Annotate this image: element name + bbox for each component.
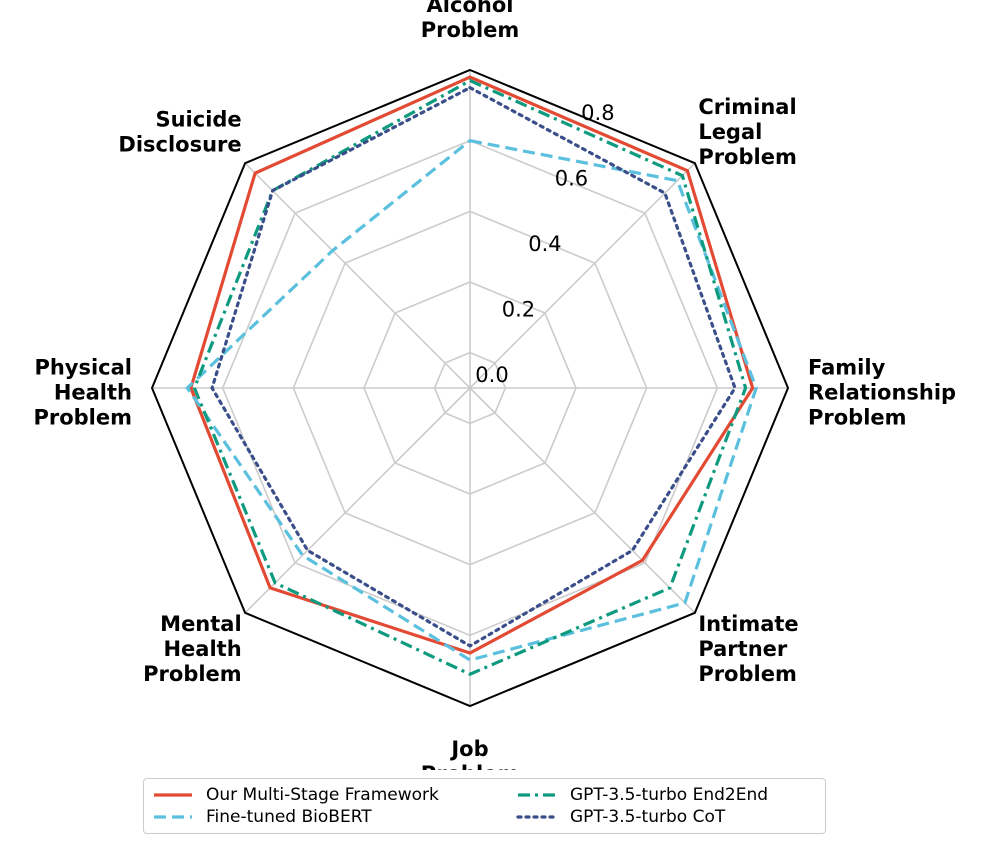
legend-swatch: [154, 815, 192, 819]
category-label: JobProblem: [421, 737, 520, 770]
radial-tick-label: 0.4: [528, 232, 561, 256]
legend-label: GPT-3.5-turbo End2End: [570, 785, 769, 805]
grid-spoke: [469, 387, 696, 614]
legend-item: GPT-3.5-turbo End2End: [516, 783, 768, 807]
series-line-gpt-3-5-turbo-end2end: [192, 78, 748, 676]
legend-item: Our Multi-Stage Framework: [152, 783, 439, 807]
legend-label: Fine-tuned BioBERT: [206, 807, 372, 827]
legend-swatch: [154, 793, 192, 797]
category-label: Suicide Disclosure: [118, 108, 241, 157]
category-label: Criminal Legal Problem: [698, 95, 797, 169]
radar-chart: 0.0 0.2 0.4 0.6 0.8 Alcohol Problem Criminal Le…: [33, 0, 956, 770]
radial-tick-label: 0.2: [502, 297, 535, 321]
category-label: Physical Health Problem: [33, 356, 132, 430]
legend-item: Fine-tuned BioBERT: [152, 805, 372, 829]
radial-tick-label: 0.0: [475, 363, 508, 387]
category-label: Mental Health Problem: [143, 612, 242, 686]
grid-spoke: [244, 162, 471, 389]
radar-grid: [152, 70, 788, 706]
radial-tick-label: 0.8: [581, 101, 614, 125]
legend-label: GPT-3.5-turbo CoT: [570, 807, 726, 827]
category-labels: Alcohol Problem Criminal Legal Problem Family…: [33, 0, 956, 770]
series-line-our-multi-stage-framework: [189, 75, 755, 655]
legend-swatch: [516, 815, 558, 819]
legend-swatch: [518, 793, 556, 797]
category-label: Alcohol Problem: [421, 0, 520, 42]
legend-item: GPT-3.5-turbo CoT: [516, 805, 725, 829]
series-line-gpt-3-5-turbo-cot: [210, 85, 737, 648]
radar-outer-frame: [150, 68, 790, 708]
category-label: Intimate Partner Problem: [698, 612, 798, 686]
radial-tick-label: 0.6: [555, 166, 588, 190]
legend-label: Our Multi-Stage Framework: [206, 785, 439, 805]
radial-tick-labels: 0.0 0.2 0.4 0.6 0.8: [475, 101, 614, 387]
grid-spoke: [469, 162, 696, 389]
series-lines: [185, 75, 758, 676]
legend: Our Multi-Stage Framework Fine-tuned BioB…: [143, 778, 826, 834]
outer-frame: [150, 68, 790, 708]
series-line-fine-tuned-biobert: [185, 138, 758, 662]
category-label: Family Relationship Problem: [808, 356, 956, 430]
grid-spoke: [244, 387, 471, 614]
